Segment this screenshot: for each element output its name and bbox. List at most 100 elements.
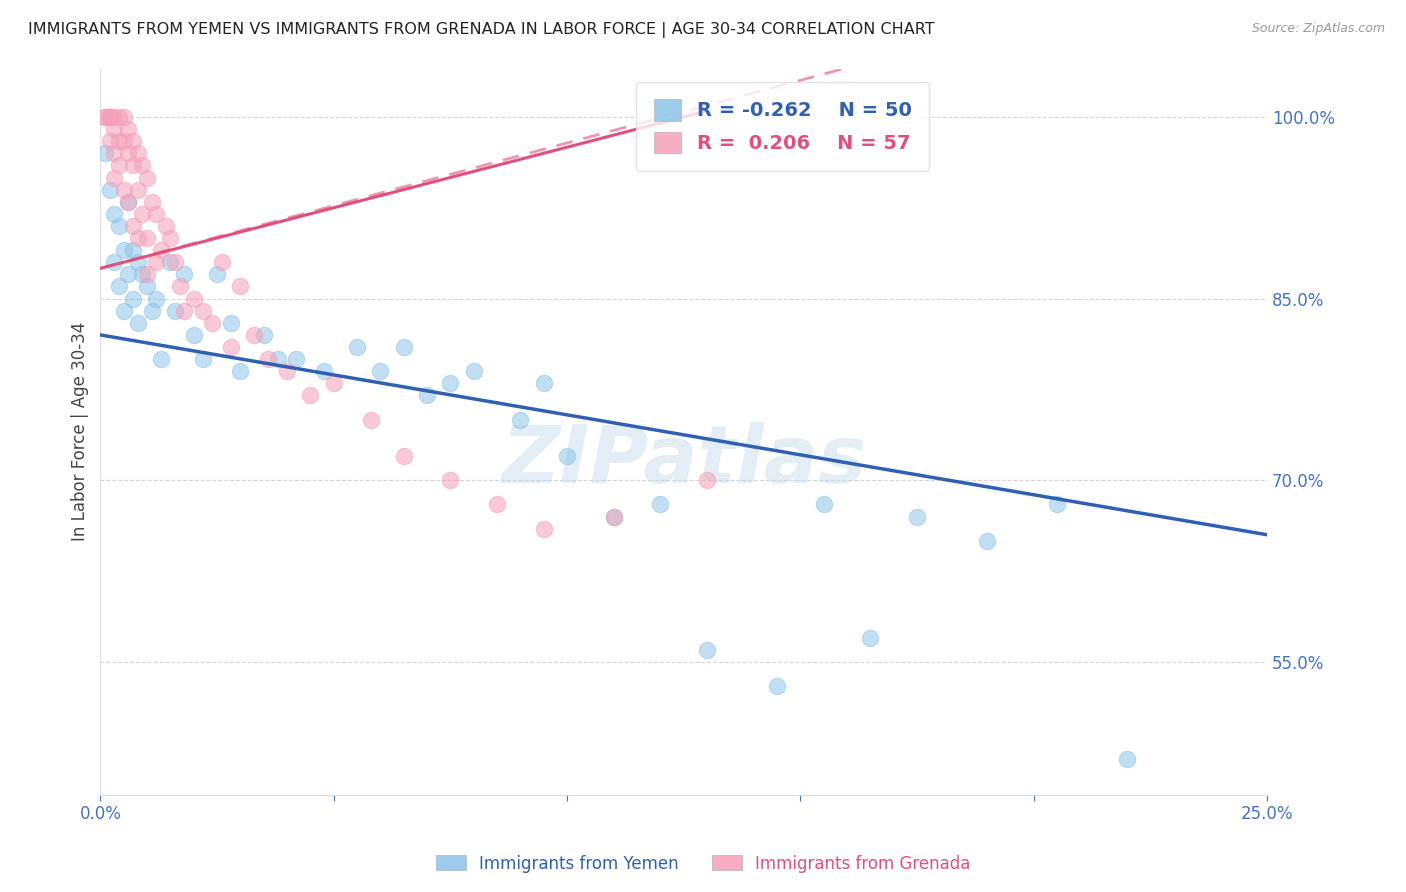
Point bbox=[533, 522, 555, 536]
Point bbox=[276, 364, 298, 378]
Point bbox=[976, 533, 998, 548]
Point bbox=[191, 352, 214, 367]
Point bbox=[813, 498, 835, 512]
Point bbox=[112, 183, 135, 197]
Point bbox=[117, 268, 139, 282]
Legend: Immigrants from Yemen, Immigrants from Grenada: Immigrants from Yemen, Immigrants from G… bbox=[429, 848, 977, 880]
Point bbox=[108, 158, 131, 172]
Point bbox=[243, 327, 266, 342]
Point bbox=[1046, 498, 1069, 512]
Point bbox=[163, 255, 186, 269]
Point bbox=[439, 473, 461, 487]
Point bbox=[136, 279, 159, 293]
Point bbox=[98, 110, 121, 124]
Point bbox=[485, 498, 508, 512]
Point bbox=[141, 194, 163, 209]
Legend: R = -0.262    N = 50, R =  0.206    N = 57: R = -0.262 N = 50, R = 0.206 N = 57 bbox=[637, 82, 929, 171]
Point bbox=[416, 388, 439, 402]
Point bbox=[463, 364, 485, 378]
Point bbox=[136, 170, 159, 185]
Point bbox=[696, 473, 718, 487]
Point bbox=[211, 255, 233, 269]
Point bbox=[859, 631, 882, 645]
Text: ZIPatlas: ZIPatlas bbox=[501, 422, 866, 500]
Point bbox=[159, 255, 181, 269]
Point bbox=[122, 134, 145, 148]
Point bbox=[131, 158, 153, 172]
Point bbox=[145, 207, 167, 221]
Text: IMMIGRANTS FROM YEMEN VS IMMIGRANTS FROM GRENADA IN LABOR FORCE | AGE 30-34 CORR: IMMIGRANTS FROM YEMEN VS IMMIGRANTS FROM… bbox=[28, 22, 935, 38]
Point bbox=[112, 303, 135, 318]
Point bbox=[141, 303, 163, 318]
Point bbox=[117, 194, 139, 209]
Point bbox=[94, 146, 117, 161]
Point bbox=[696, 642, 718, 657]
Point bbox=[159, 231, 181, 245]
Y-axis label: In Labor Force | Age 30-34: In Labor Force | Age 30-34 bbox=[72, 322, 89, 541]
Point bbox=[439, 376, 461, 391]
Point bbox=[103, 122, 125, 136]
Point bbox=[905, 509, 928, 524]
Point bbox=[103, 146, 125, 161]
Point bbox=[1116, 752, 1139, 766]
Point bbox=[191, 303, 214, 318]
Point bbox=[103, 255, 125, 269]
Point bbox=[173, 303, 195, 318]
Point bbox=[122, 219, 145, 233]
Point bbox=[112, 110, 135, 124]
Point bbox=[98, 183, 121, 197]
Point bbox=[346, 340, 368, 354]
Point bbox=[112, 134, 135, 148]
Point bbox=[150, 243, 173, 257]
Point bbox=[127, 255, 149, 269]
Point bbox=[117, 122, 139, 136]
Point bbox=[108, 110, 131, 124]
Point bbox=[131, 207, 153, 221]
Point bbox=[131, 268, 153, 282]
Point bbox=[98, 110, 121, 124]
Point bbox=[766, 679, 789, 693]
Point bbox=[322, 376, 344, 391]
Point bbox=[205, 268, 228, 282]
Point bbox=[299, 388, 322, 402]
Point bbox=[94, 110, 117, 124]
Point bbox=[253, 327, 276, 342]
Point bbox=[145, 292, 167, 306]
Point bbox=[183, 327, 205, 342]
Point bbox=[122, 158, 145, 172]
Point bbox=[136, 268, 159, 282]
Point bbox=[155, 219, 177, 233]
Point bbox=[117, 146, 139, 161]
Point bbox=[103, 110, 125, 124]
Point bbox=[103, 170, 125, 185]
Point bbox=[229, 279, 252, 293]
Point bbox=[533, 376, 555, 391]
Point bbox=[98, 110, 121, 124]
Point bbox=[127, 316, 149, 330]
Point bbox=[392, 340, 415, 354]
Point bbox=[360, 412, 382, 426]
Point bbox=[183, 292, 205, 306]
Point bbox=[122, 292, 145, 306]
Point bbox=[219, 316, 242, 330]
Point bbox=[314, 364, 336, 378]
Point bbox=[108, 134, 131, 148]
Point bbox=[509, 412, 531, 426]
Point bbox=[136, 231, 159, 245]
Point bbox=[163, 303, 186, 318]
Point bbox=[127, 231, 149, 245]
Point bbox=[602, 509, 624, 524]
Point bbox=[602, 509, 624, 524]
Text: Source: ZipAtlas.com: Source: ZipAtlas.com bbox=[1251, 22, 1385, 36]
Point bbox=[173, 268, 195, 282]
Point bbox=[150, 352, 173, 367]
Point bbox=[257, 352, 280, 367]
Point bbox=[117, 194, 139, 209]
Point bbox=[169, 279, 191, 293]
Point bbox=[266, 352, 288, 367]
Point bbox=[229, 364, 252, 378]
Point bbox=[122, 243, 145, 257]
Point bbox=[127, 146, 149, 161]
Point bbox=[98, 134, 121, 148]
Point bbox=[392, 449, 415, 463]
